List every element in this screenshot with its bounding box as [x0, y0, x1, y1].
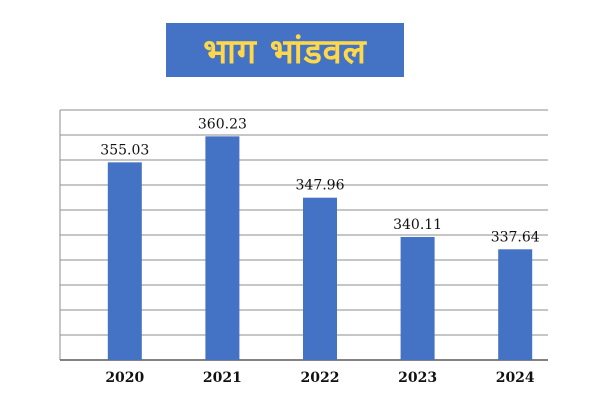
x-tick-2022: 2022	[301, 370, 340, 386]
data-label-2020: 355.03	[100, 142, 149, 158]
x-tick-2023: 2023	[398, 370, 437, 386]
chart-title-box: भाग भांडवल	[166, 23, 404, 77]
data-label-2021: 360.23	[198, 116, 247, 132]
data-label-2022: 347.96	[296, 178, 345, 194]
x-tick-2021: 2021	[203, 370, 242, 386]
bars	[107, 136, 533, 360]
data-label-2024: 337.64	[491, 229, 540, 245]
x-tick-2020: 2020	[105, 370, 144, 386]
bar-2023	[400, 236, 435, 360]
bar-2021	[205, 136, 240, 360]
bar-2024	[498, 249, 533, 360]
x-tick-2024: 2024	[496, 370, 535, 386]
bar-2022	[303, 197, 337, 360]
data-label-2023: 340.11	[393, 217, 442, 233]
data-labels: 355.03 360.23 347.96 340.11 337.64	[100, 116, 539, 245]
x-tick-labels: 2020 2021 2022 2023 2024	[105, 370, 535, 386]
chart-title: भाग भांडवल	[203, 32, 367, 72]
bar-2020	[107, 162, 142, 360]
